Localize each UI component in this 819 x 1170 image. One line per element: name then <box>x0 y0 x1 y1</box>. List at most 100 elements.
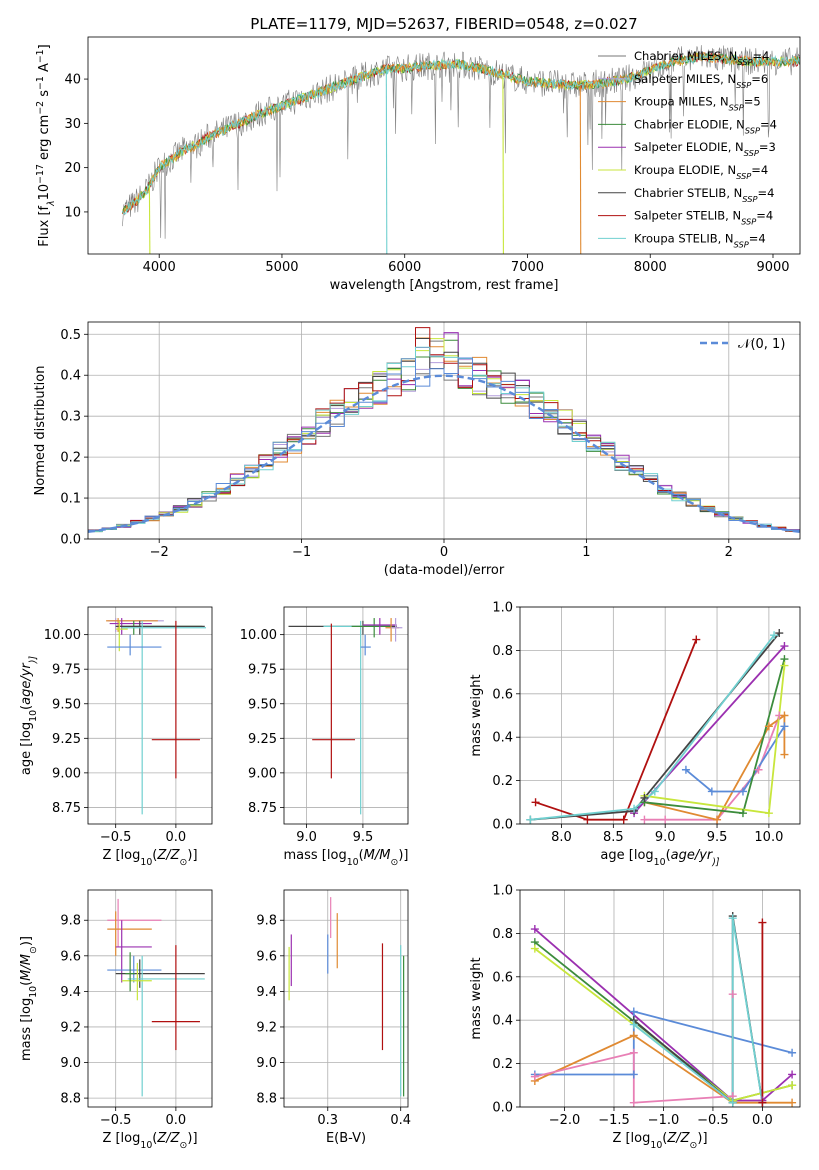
x-axis-label-part: ( <box>662 1131 667 1146</box>
legend-entry-part: SSP <box>737 57 752 67</box>
mass-weight-marker <box>661 815 670 824</box>
x-tick-label: −0.5 <box>100 1113 132 1128</box>
y-tick-label: 0.0 <box>60 533 81 548</box>
y-tick-label: 9.8 <box>256 914 277 929</box>
x-axis-label-part: ⊙ <box>180 857 188 868</box>
mass-weight-marker <box>758 1098 767 1107</box>
y-tick-label: 10 <box>64 205 81 220</box>
y-axis-label-part: 10 <box>28 986 39 998</box>
legend-entry-part: Salpeter STELIB, N <box>634 209 741 223</box>
x-axis-label-part: Z/Z <box>156 848 180 863</box>
x-tick-label: −0.5 <box>697 1113 729 1128</box>
y-axis-label-part: ( <box>19 981 34 986</box>
y-axis-label: Normed distribution <box>33 366 48 496</box>
x-tick-label: 0.3 <box>317 1113 338 1128</box>
mass-weight-marker <box>692 635 701 644</box>
legend-entry-part: =4 <box>749 231 766 245</box>
mass-weight-marker <box>764 809 773 818</box>
y-tick-label: 9.25 <box>248 732 277 747</box>
x-axis-label-part: ( <box>359 848 364 863</box>
mass-weight-marker <box>629 1098 638 1107</box>
y-axis-label-part: age/yr <box>19 662 34 705</box>
y-tick-label: 8.75 <box>52 801 81 816</box>
x-axis-label-part: ⊙ <box>690 1140 698 1151</box>
axes-spectrum: 4000 5000 6000 7000 8000 9000 10 20 30 40 PLATE=11… <box>35 15 801 293</box>
x-axis-label-part: 10 <box>654 857 666 868</box>
y-axis-label-part: A <box>37 63 52 76</box>
chart-title: PLATE=1179, MJD=52637, FIBERID=0548, z=0… <box>250 15 637 33</box>
y-axis-label-part: ( <box>19 705 34 710</box>
legend-entry-part: SSP <box>734 239 749 249</box>
axes-mass_vs_Z: −0.5 0.08.89.09.29.49.69.8Z [log10(Z/Z⊙)]… <box>19 889 213 1151</box>
y-axis-label-part: 10 <box>37 184 52 201</box>
x-tick-label: −1.5 <box>598 1113 630 1128</box>
y-tick-label: 8.8 <box>60 1092 81 1107</box>
axes-frame-mass_weight_vs_Z <box>519 889 801 1108</box>
y-tick-label: 0.3 <box>60 410 81 425</box>
mass-weight-marker <box>780 750 789 759</box>
legend-entry-part: =3 <box>759 140 776 154</box>
mass-weight-marker <box>707 787 716 796</box>
y-tick-label: 9.0 <box>256 1056 277 1071</box>
y-tick-label: 9.50 <box>52 697 81 712</box>
plot-area-age_vs_Z <box>106 618 206 815</box>
y-tick-label: 9.0 <box>60 1056 81 1071</box>
y-axis-label-part: M/M <box>19 954 34 981</box>
legend-entry-part: =4 <box>760 117 777 131</box>
y-tick-label: 9.2 <box>60 1020 81 1035</box>
mass-weight-marker <box>629 1070 638 1079</box>
y-axis-label: age [log10(age/yr)] <box>19 656 39 776</box>
y-tick-label: 0.2 <box>492 774 513 789</box>
y-tick-label: 10.00 <box>240 628 277 643</box>
mass-weight-marker <box>788 1081 797 1090</box>
x-tick-label: 9.5 <box>353 830 374 845</box>
mass-weight-marker <box>640 793 649 802</box>
y-tick-label: 9.6 <box>256 949 277 964</box>
mass-weight-marker <box>780 722 789 731</box>
y-axis-label: mass [log10(M/M⊙)] <box>19 936 39 1061</box>
mass-weight-marker <box>650 787 659 796</box>
y-tick-label: 0.8 <box>492 927 513 942</box>
x-tick-label: 0.0 <box>166 830 187 845</box>
legend-entry-part: SSP <box>729 103 744 113</box>
legend-entry: Chabrier STELIB, NSSP=4 <box>634 186 774 204</box>
y-axis-label-part: λ <box>46 200 57 207</box>
mass-weight-marker <box>530 944 539 953</box>
y-tick-label: 8.75 <box>248 801 277 816</box>
x-tick-label: 0 <box>440 545 448 560</box>
x-axis-label-part: Z [log <box>102 848 140 863</box>
x-axis-label-part: Z/Z <box>666 1131 690 1146</box>
legend-entry: Kroupa MILES, NSSP=5 <box>634 95 761 113</box>
axes-frame-residuals <box>87 321 801 540</box>
x-axis-label-part: Z [log <box>102 1131 140 1146</box>
mass-weight-marker <box>728 914 737 923</box>
legend-entry: 𝒩(0, 1) <box>738 337 785 352</box>
mass-weight-line <box>534 1010 793 1076</box>
x-tick-label: 2 <box>725 545 733 560</box>
y-tick-label: 9.75 <box>52 663 81 678</box>
mass-weight-marker <box>713 815 722 824</box>
legend-entry-part: Salpeter ELODIE, N <box>634 140 744 154</box>
legend-entry-part: Kroupa STELIB, N <box>634 231 734 245</box>
x-tick-label: 0.0 <box>166 1113 187 1128</box>
y-tick-label: 9.6 <box>60 949 81 964</box>
y-tick-label: 30 <box>64 117 81 132</box>
legend-entry-part: =5 <box>744 95 761 109</box>
x-axis-label: Z [log10(Z/Z⊙)] <box>102 848 197 868</box>
x-axis-label-part: )] <box>697 1131 707 1146</box>
x-tick-label: 5000 <box>265 260 298 275</box>
mass-weight-marker <box>583 815 592 824</box>
y-axis-label-part: Flux [f <box>37 205 52 246</box>
x-tick-label: 9.0 <box>655 830 676 845</box>
y-tick-label: 9.8 <box>60 914 81 929</box>
x-axis-label-part: )] <box>398 848 408 863</box>
mass-weight-marker <box>629 1007 638 1016</box>
y-axis-label-part: age [log <box>19 722 34 775</box>
mass-weight-marker <box>788 1048 797 1057</box>
x-axis-label: age [log10(age/yr)] <box>600 848 720 868</box>
axes-age_vs_mass: 9.0 9.5 8.75 9.00 9.25 9.50 9.75 10.00 mass [log… <box>240 606 408 868</box>
x-axis-label-part: age [log <box>600 848 653 863</box>
x-tick-label: 8.0 <box>551 830 572 845</box>
legend-entry-part: SSP <box>744 148 759 158</box>
